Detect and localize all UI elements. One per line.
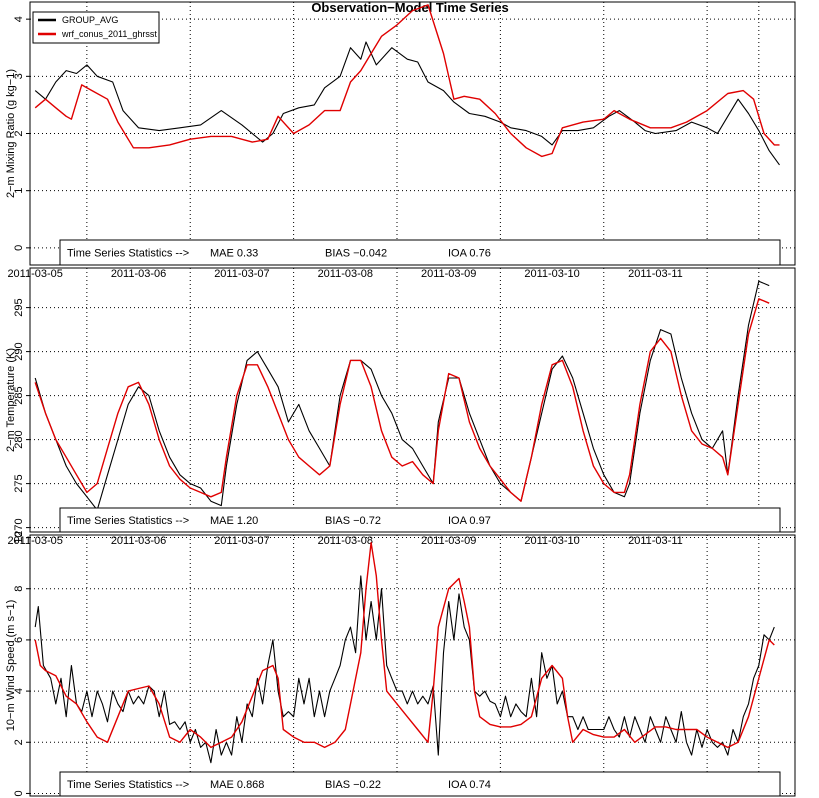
panel-0-ytick-label-3: 3 xyxy=(13,73,25,79)
panels: 0 1 2 3 4 2−m Mixing Ratio (g kg−1) Time Serie… xyxy=(5,1,796,797)
panel-1-stats-mae: MAE 1.20 xyxy=(210,515,258,527)
panel-2-stats-box xyxy=(59,771,781,797)
panel-2-ytick-label-1: 2 xyxy=(13,739,25,745)
panel-1-stats-box xyxy=(59,507,781,533)
panel-2-ytick-label-3: 6 xyxy=(13,637,25,643)
panel-2-series-0 xyxy=(34,575,775,764)
legend-label-0: GROUP_AVG xyxy=(62,15,118,25)
panel-0-xtick-label-4: 2011-03-09 xyxy=(421,268,476,280)
legend-box xyxy=(32,11,160,44)
panel-1-xtick-label-3: 2011-03-08 xyxy=(318,535,373,547)
panel-2-ytick-label-5: 10 xyxy=(13,531,25,543)
panel-0-xtick-label-5: 2011-03-10 xyxy=(524,268,579,280)
panel-1-series-0 xyxy=(34,280,770,511)
panel-2-ytick-label-2: 4 xyxy=(13,688,25,694)
panel-0-stats-ioa: IOA 0.76 xyxy=(448,248,491,260)
panel-1-xtick-label-2: 2011-03-07 xyxy=(214,535,269,547)
panel-0-ytick-label-4: 4 xyxy=(13,16,25,22)
panel-1-ytick-label-4: 290 xyxy=(13,342,25,360)
panel-1-ytick-label-0: 270 xyxy=(13,518,25,536)
panel-0-xtick-label-0: 2011-03-05 xyxy=(7,268,62,280)
panel-1-ylabel: 2−m Temperature (K) xyxy=(5,348,17,452)
panel-1-ytick-label-5: 295 xyxy=(13,298,25,316)
panel-0-series-0 xyxy=(34,41,780,166)
panel-2-stats-bias: BIAS −0.22 xyxy=(325,779,381,791)
panel-2-stats-label: Time Series Statistics --> xyxy=(67,779,189,791)
panel-1-stats-label: Time Series Statistics --> xyxy=(67,515,189,527)
panel-0-xtick-label-6: 2011-03-11 xyxy=(628,268,683,280)
panel-0-xtick-label-2: 2011-03-07 xyxy=(214,268,269,280)
legend-label-1: wrf_conus_2011_ghrsst xyxy=(61,29,157,39)
panel-0-series-1 xyxy=(34,4,780,158)
panel-2-frame xyxy=(29,534,796,797)
panel-0-stats-mae: MAE 0.33 xyxy=(210,248,258,260)
panel-1-xtick-label-0: 2011-03-05 xyxy=(7,535,62,547)
panel-1-xtick-label-5: 2011-03-10 xyxy=(524,535,579,547)
panel-2-stats-mae: MAE 0.868 xyxy=(210,779,264,791)
panel-1-ytick-label-2: 280 xyxy=(13,430,25,448)
panel-1-stats-bias: BIAS −0.72 xyxy=(325,515,381,527)
panel-0-ylabel: 2−m Mixing Ratio (g kg−1) xyxy=(5,69,17,198)
panel-1-xtick-label-4: 2011-03-09 xyxy=(421,535,476,547)
panel-2-series-1 xyxy=(34,542,775,749)
panel-2-ytick-label-4: 8 xyxy=(13,586,25,592)
panel-1-ytick-label-3: 285 xyxy=(13,386,25,404)
panel-0-ytick-label-0: 0 xyxy=(13,245,25,251)
panel-0-ytick-label-1: 1 xyxy=(13,188,25,194)
panel-0-stats-bias: BIAS −0.042 xyxy=(325,248,387,260)
panel-0-stats-label: Time Series Statistics --> xyxy=(67,248,189,260)
panel-0-xtick-label-1: 2011-03-06 xyxy=(111,268,166,280)
panel-1-xtick-label-6: 2011-03-11 xyxy=(628,535,683,547)
panel-0-ytick-label-2: 2 xyxy=(13,130,25,136)
panel-1-series-1 xyxy=(34,298,770,502)
panel-1-xtick-label-1: 2011-03-06 xyxy=(111,535,166,547)
panel-1-ytick-label-1: 275 xyxy=(13,474,25,492)
panel-1-stats-ioa: IOA 0.97 xyxy=(448,515,491,527)
panel-1-frame xyxy=(29,267,796,533)
panel-2-stats-ioa: IOA 0.74 xyxy=(448,779,491,791)
legend: GROUP_AVG wrf_conus_2011_ghrsst xyxy=(32,11,160,44)
panel-2-ytick-label-0: 0 xyxy=(13,790,25,796)
panel-0-xtick-label-3: 2011-03-08 xyxy=(318,268,373,280)
panel-0-stats-box xyxy=(59,239,781,266)
chart-title: Observation−Model Time Series xyxy=(311,0,508,15)
panel-2-ylabel: 10−m Wind Speed (m s−1) xyxy=(5,600,17,731)
